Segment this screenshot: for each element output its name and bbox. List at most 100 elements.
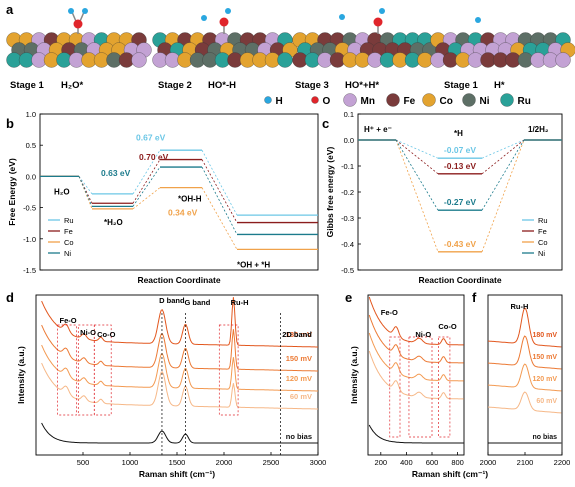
panel-c-gibbs-chart: -0.5 -0.4 -0.3 -0.2 -0.1 0.0 0.1 Gibbs free ene… [325,110,563,285]
slab-model-4 [430,17,575,68]
series-label: 60 mV [290,392,312,401]
x-tick-label: 500 [77,458,90,467]
y-tick-label: -0.4 [341,240,354,249]
legend-atom-label: O [323,96,331,107]
x-tick-label: 800 [451,458,464,467]
slab-atom [277,52,293,68]
series-label: no bias [286,432,312,441]
legend-atom-fe [386,93,400,107]
connector-co [201,187,238,250]
hydrogen-atom [379,8,385,14]
legend-label-ni: Ni [64,249,71,258]
series-label: 180 mV [286,330,312,339]
atom-legend: H O Mn Fe Co Ni Ru [264,93,531,107]
x-axis-label: Reaction Coordinate [137,275,220,285]
y-tick-label: 0.0 [26,172,36,181]
band-label: Ru-H [231,298,249,307]
hydrogen-atom [225,8,231,14]
x-tick-label: 600 [426,458,439,467]
hydrogen-atom [82,8,88,14]
y-tick-label: -1.0 [23,235,36,244]
band-label: Ni-O [80,328,96,337]
legend-label-ru: Ru [538,216,548,225]
barrier-annotation-fe: 0.70 eV [139,152,169,162]
band-label: D band [159,296,185,305]
ru-h-spectrum [487,363,562,392]
raman-spectrum-zoom [368,424,464,444]
panel-label-e: e [345,290,352,305]
connector-ni [78,176,93,207]
y-axis-label: Intensity (a.u.) [16,346,26,404]
band-highlight-box [408,336,433,438]
legend-atom-o [311,96,319,104]
x-tick-label: 1500 [169,458,186,467]
connector-co [132,187,161,210]
oxygen-atom [219,17,229,27]
x-tick-label: 400 [400,458,413,467]
panel-f-ru-h-chart: 2000 2100 2200 180 mV 150 mV 120 mV 60 mV no bi… [480,294,570,467]
series-label: 60 mV [536,398,557,405]
band-highlight-box [218,324,239,416]
legend-atom-h [264,96,272,104]
band-label: Fe-O [381,308,398,317]
panel-label-a: a [6,2,14,17]
stage-caption-4: Stage 1 H* [444,80,505,91]
series-label: no bias [532,434,557,441]
y-tick-label: 0.0 [344,136,354,145]
stage-1-species: H₂O* [61,80,83,91]
y-axis-label: Free Energy (eV) [7,158,17,226]
slab-atom [131,52,147,68]
legend-atom-label: Fe [404,96,416,107]
band-label: Co-O [97,330,115,339]
series-label: 180 mV [532,332,557,339]
panel-label-f: f [472,290,477,305]
raman-spectrum-150-mv [41,324,318,372]
legend-label-fe: Fe [64,227,73,236]
oxygen-atom [373,17,383,27]
barrier-annotation-co: 0.34 eV [168,208,198,218]
raman-spectrum-120-mv [41,344,318,392]
x-tick-label: 2000 [480,458,497,467]
band-label: Ru-H [510,302,528,311]
band-label: 2D band [282,330,312,339]
band-highlight-box [389,336,401,438]
series-label: 120 mV [532,376,557,383]
y-tick-label: -0.2 [341,188,354,197]
stage-2-species: HO*-H [208,80,236,91]
raman-spectrum-zoom [368,332,464,382]
stage-label: H⁺ + e⁻ [364,125,392,134]
legend-label-co: Co [64,238,74,247]
legend-atom-label: Co [440,96,453,107]
band-highlight-box [438,336,451,438]
legend-atom-ru [500,93,514,107]
ru-h-spectrum [487,307,562,348]
x-tick-label: 2100 [517,458,534,467]
band-label: Ni-O [415,330,431,339]
stage-caption-2: Stage 2 HO*-H [158,80,236,91]
stage-caption-3: Stage 3 HO*+H* [295,80,379,91]
x-tick-label: 2000 [216,458,233,467]
stage-caption-1: Stage 1 H₂O* [10,80,83,91]
gh-annotation-ni: -0.27 eV [444,197,476,207]
raman-spectrum-zoom [368,314,464,364]
y-tick-label: -0.3 [341,214,354,223]
stage-label: *OH-H [178,195,202,204]
legend-atom-co [422,93,436,107]
y-tick-label: 1.0 [26,110,36,119]
stage-3-species: HO*+H* [345,80,379,91]
band-highlight-box [93,324,112,416]
raman-spectrum-zoom [368,350,464,400]
stage-2-label: Stage 2 [158,80,192,91]
x-axis-label: Raman shift (cm⁻¹) [412,469,488,479]
slab-model-2 [152,8,298,68]
band-label: Fe-O [60,316,77,325]
band-label: G band [185,298,211,307]
legend-label-ru: Ru [64,216,74,225]
x-tick-label: 200 [375,458,388,467]
connector-fe [481,139,525,175]
raman-spectrum-180-mv [41,297,318,348]
y-axis-label: Intensity (a.u.) [349,346,359,404]
slab-model-3 [292,8,438,68]
band-highlight-box [57,324,77,416]
panel-label-d: d [6,290,14,305]
